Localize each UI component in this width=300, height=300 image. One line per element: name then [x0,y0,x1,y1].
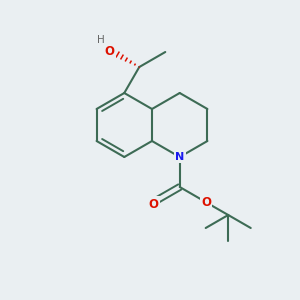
Text: O: O [201,196,211,209]
Text: O: O [148,197,158,211]
Text: O: O [104,44,114,58]
Text: H: H [98,35,105,45]
Text: N: N [175,152,184,162]
